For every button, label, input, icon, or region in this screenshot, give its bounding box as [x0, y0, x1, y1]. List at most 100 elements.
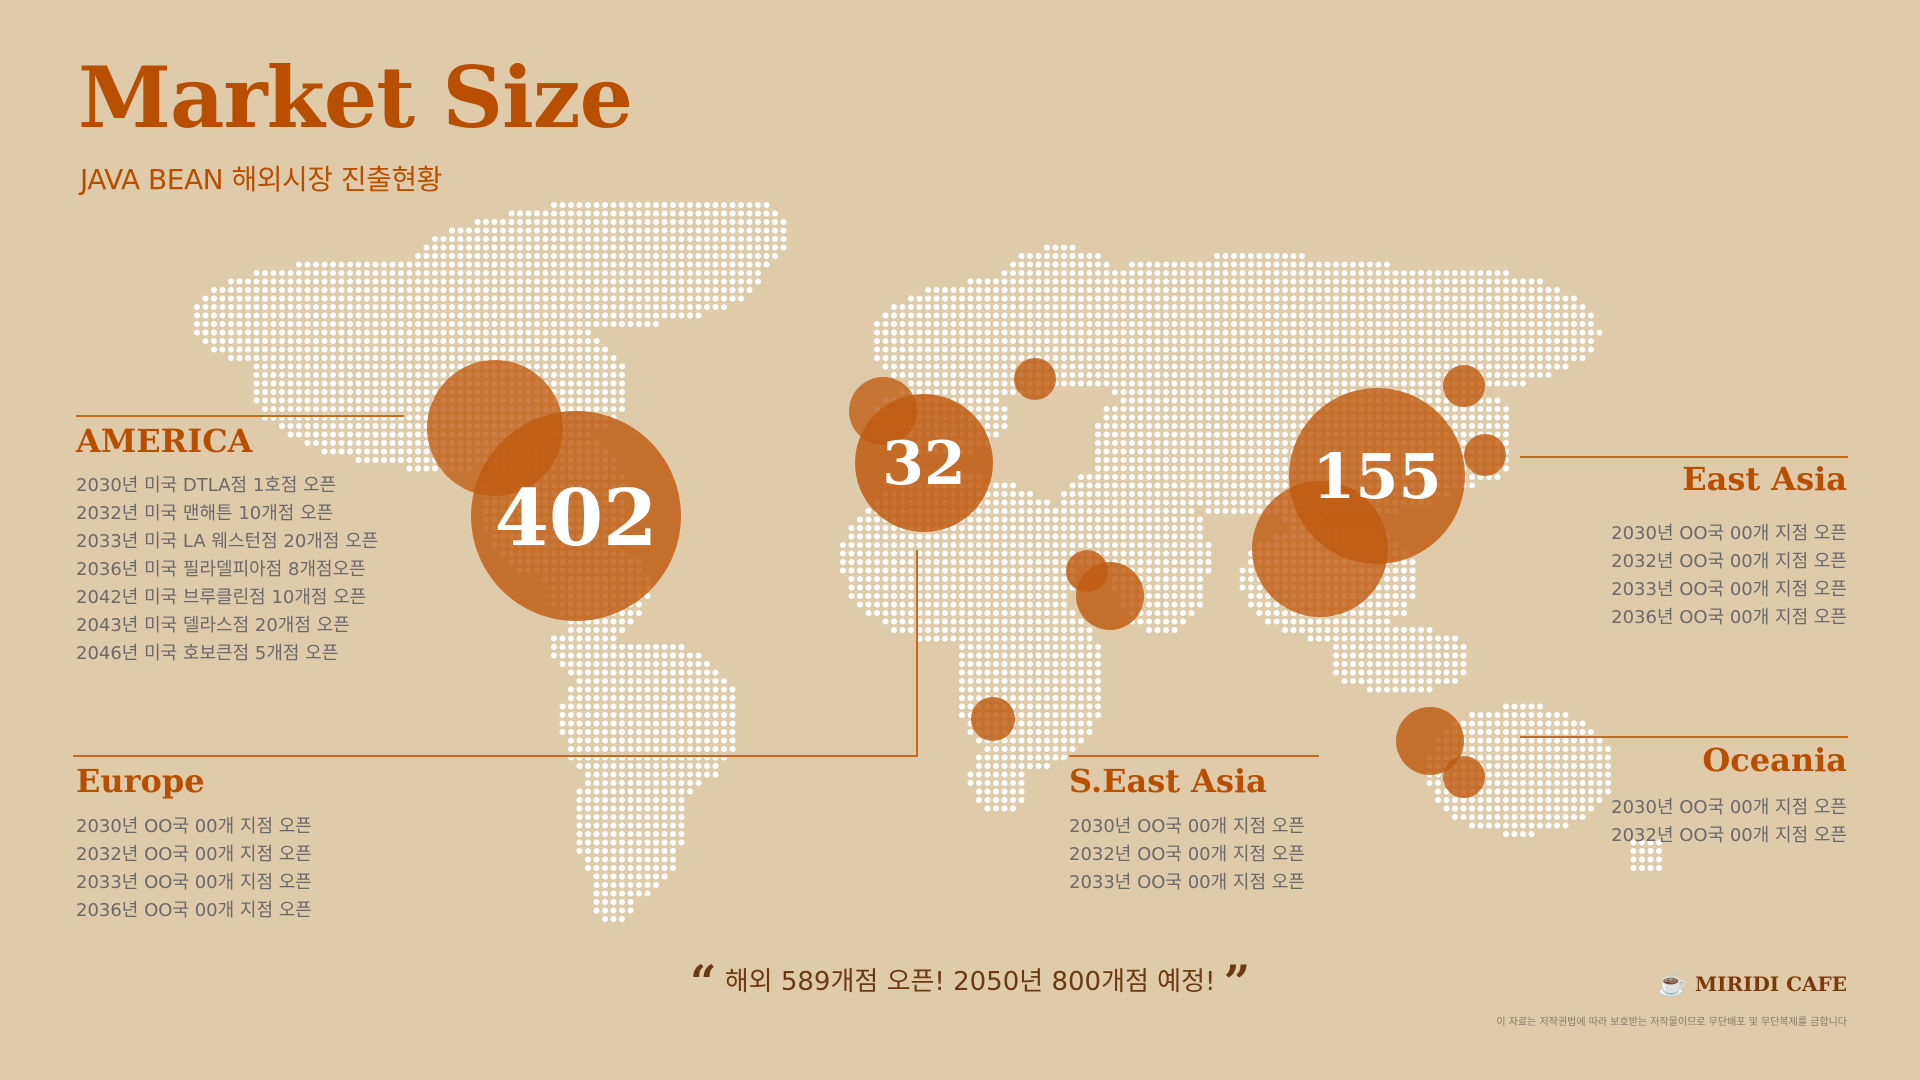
map-dot	[449, 227, 455, 234]
map-dot	[304, 312, 311, 319]
map-dot	[1537, 321, 1543, 327]
map-dot	[449, 287, 455, 293]
map-dot	[593, 236, 600, 242]
map-dot	[415, 304, 421, 310]
map-dot	[772, 236, 778, 242]
map-dot	[746, 244, 753, 251]
map-dot	[1384, 372, 1390, 378]
map-dot	[517, 346, 523, 353]
map-dot	[508, 270, 515, 276]
map-dot	[1503, 346, 1509, 353]
map-dot	[1095, 321, 1101, 327]
map-dot	[1078, 491, 1084, 497]
map-dot	[1163, 372, 1169, 378]
map-dot	[610, 661, 617, 667]
map-dot	[678, 287, 685, 293]
map-dot	[1350, 635, 1356, 642]
map-dot	[899, 329, 906, 336]
map-dot	[1112, 542, 1118, 548]
map-dot	[1018, 321, 1025, 327]
map-dot	[1154, 499, 1161, 506]
map-dot	[993, 287, 999, 293]
map-dot	[1214, 253, 1220, 259]
map-dot	[712, 686, 719, 693]
map-dot	[1307, 287, 1314, 293]
map-dot	[967, 304, 974, 310]
map-dot	[1367, 287, 1373, 293]
map-dot	[1078, 363, 1084, 370]
map-dot	[1418, 270, 1424, 276]
map-dot	[1503, 414, 1509, 421]
map-dot	[1137, 270, 1144, 276]
map-dot	[279, 270, 285, 276]
map-dot	[1333, 295, 1339, 302]
map-dot	[330, 372, 336, 378]
map-dot	[1537, 278, 1543, 285]
map-dot	[440, 287, 447, 293]
map-dot	[542, 355, 549, 361]
map-dot	[228, 278, 234, 285]
map-dot	[942, 338, 948, 344]
map-dot	[610, 397, 617, 404]
map-dot	[1384, 329, 1390, 336]
map-dot	[959, 584, 965, 591]
map-dot	[1503, 278, 1509, 285]
map-dot	[1044, 355, 1050, 361]
map-dot	[1350, 329, 1356, 336]
map-dot	[1239, 584, 1246, 591]
map-dot	[1069, 644, 1076, 650]
map-dot	[882, 363, 889, 370]
map-dot	[704, 669, 710, 676]
map-dot	[874, 601, 880, 608]
map-dot	[381, 278, 387, 285]
map-dot	[721, 695, 727, 701]
map-dot	[678, 227, 685, 234]
map-dot	[687, 669, 693, 676]
map-dot	[1146, 440, 1152, 446]
map-dot	[1188, 406, 1195, 412]
map-dot	[636, 236, 642, 242]
map-dot	[568, 244, 574, 251]
map-dot	[857, 533, 863, 540]
map-dot	[525, 338, 532, 344]
map-dot	[1248, 363, 1254, 370]
map-dot	[712, 227, 719, 234]
map-dot	[296, 295, 302, 302]
map-dot	[636, 669, 642, 676]
map-dot	[959, 703, 965, 710]
map-dot	[1426, 389, 1433, 395]
map-dot	[245, 295, 251, 302]
map-dot	[551, 355, 557, 361]
map-dot	[1282, 346, 1288, 353]
map-dot	[610, 618, 617, 625]
map-dot	[491, 321, 498, 327]
map-dot	[925, 635, 931, 642]
map-dot	[1103, 406, 1110, 412]
map-dot	[1324, 270, 1331, 276]
map-dot	[1494, 355, 1501, 361]
map-dot	[466, 321, 472, 327]
map-dot	[364, 346, 370, 353]
map-dot	[1392, 652, 1399, 659]
map-dot	[1324, 304, 1331, 310]
map-dot	[619, 210, 625, 217]
map-dot	[1452, 270, 1458, 276]
map-dot	[653, 686, 659, 693]
map-dot	[967, 533, 974, 540]
map-dot	[500, 287, 506, 293]
map-dot	[1503, 423, 1509, 429]
map-dot	[1001, 516, 1008, 523]
map-dot	[1069, 321, 1076, 327]
map-dot	[364, 397, 370, 404]
map-dot	[593, 219, 600, 225]
map-dot	[1333, 261, 1339, 268]
map-dot	[976, 380, 982, 387]
map-dot	[636, 610, 642, 616]
map-dot	[1435, 363, 1441, 370]
map-dot	[1350, 346, 1356, 353]
map-dot	[381, 457, 387, 463]
map-dot	[1052, 312, 1059, 319]
map-dot	[1180, 363, 1186, 370]
map-dot	[1222, 423, 1229, 429]
map-dot	[1188, 414, 1195, 421]
